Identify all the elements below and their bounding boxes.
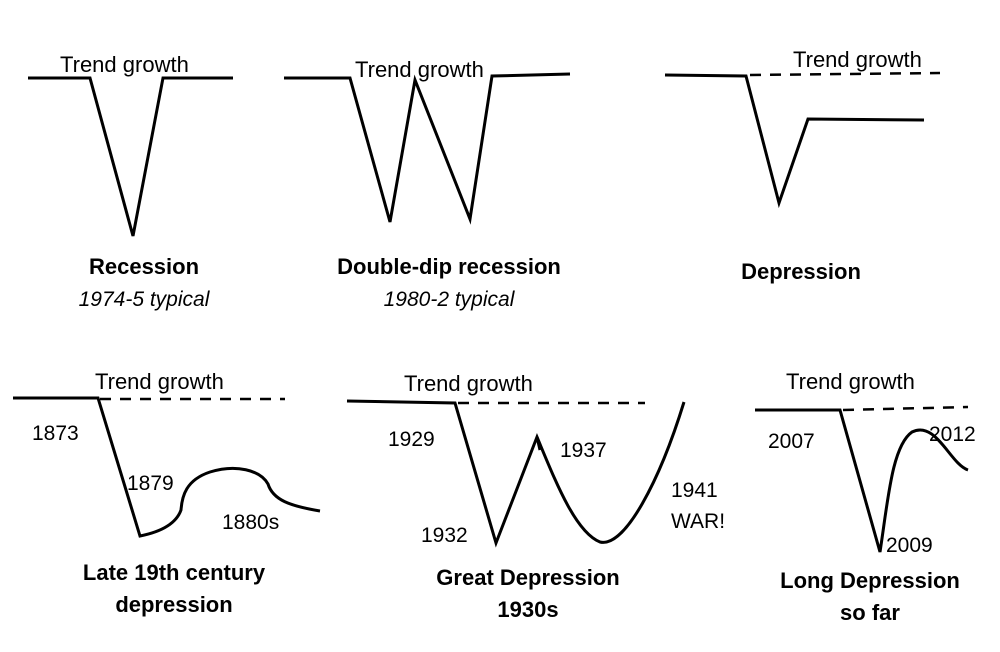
great-depression-curve — [346, 399, 686, 548]
long-depression-year-2007: 2007 — [768, 430, 815, 453]
recession-curve — [28, 76, 233, 237]
depression-curve — [664, 73, 925, 209]
recession-subtitle: 1974-5 typical — [79, 288, 211, 311]
long-depression-title-line2: so far — [840, 600, 900, 625]
long-depression-title-line1: Long Depression — [780, 568, 960, 593]
depression-trend-label: Trend growth — [793, 47, 922, 72]
panel-great-depression: Trend growth 1929 1937 1932 1941 WAR! Gr… — [346, 371, 725, 622]
long-depression-trend-line — [842, 405, 969, 412]
late19-year-1879: 1879 — [127, 472, 174, 495]
panel-late19: Trend growth 1873 1879 1880s Late 19th c… — [13, 369, 321, 617]
panel-long-depression: Trend growth 2007 2012 2009 Long Depress… — [755, 369, 976, 625]
late19-trend-label: Trend growth — [95, 369, 224, 394]
recession-trend-label: Trend growth — [60, 52, 189, 77]
great-depression-war-label: WAR! — [671, 510, 725, 533]
long-depression-trend-label: Trend growth — [786, 369, 915, 394]
great-depression-trend-label: Trend growth — [404, 371, 533, 396]
double-dip-title: Double-dip recession — [337, 254, 561, 279]
late19-year-1873: 1873 — [32, 422, 79, 445]
double-dip-curve — [284, 72, 571, 225]
panel-recession: Trend growth Recession 1974-5 typical — [28, 52, 233, 311]
late19-curve — [13, 396, 321, 538]
late19-title-line2: depression — [115, 592, 232, 617]
long-depression-curve — [755, 408, 969, 553]
panel-double-dip: Trend growth Double-dip recession 1980-2… — [284, 57, 571, 311]
double-dip-subtitle: 1980-2 typical — [384, 288, 516, 311]
great-depression-year-1941: 1941 — [671, 479, 718, 502]
panel-depression: Trend growth Depression — [664, 47, 941, 284]
late19-year-1880s: 1880s — [222, 511, 279, 534]
long-depression-year-2012: 2012 — [929, 423, 976, 446]
great-depression-year-1932: 1932 — [421, 524, 468, 547]
recession-title: Recession — [89, 254, 199, 279]
long-depression-year-2009: 2009 — [886, 534, 933, 557]
great-depression-year-1937: 1937 — [560, 439, 607, 462]
great-depression-title-line1: Great Depression — [436, 565, 619, 590]
late19-title-line1: Late 19th century — [83, 560, 266, 585]
depression-title: Depression — [741, 259, 861, 284]
depression-trend-line — [749, 71, 941, 77]
great-depression-title-line2: 1930s — [497, 597, 558, 622]
double-dip-trend-label: Trend growth — [355, 57, 484, 82]
great-depression-peak-tick — [535, 436, 542, 451]
great-depression-year-1929: 1929 — [388, 428, 435, 451]
